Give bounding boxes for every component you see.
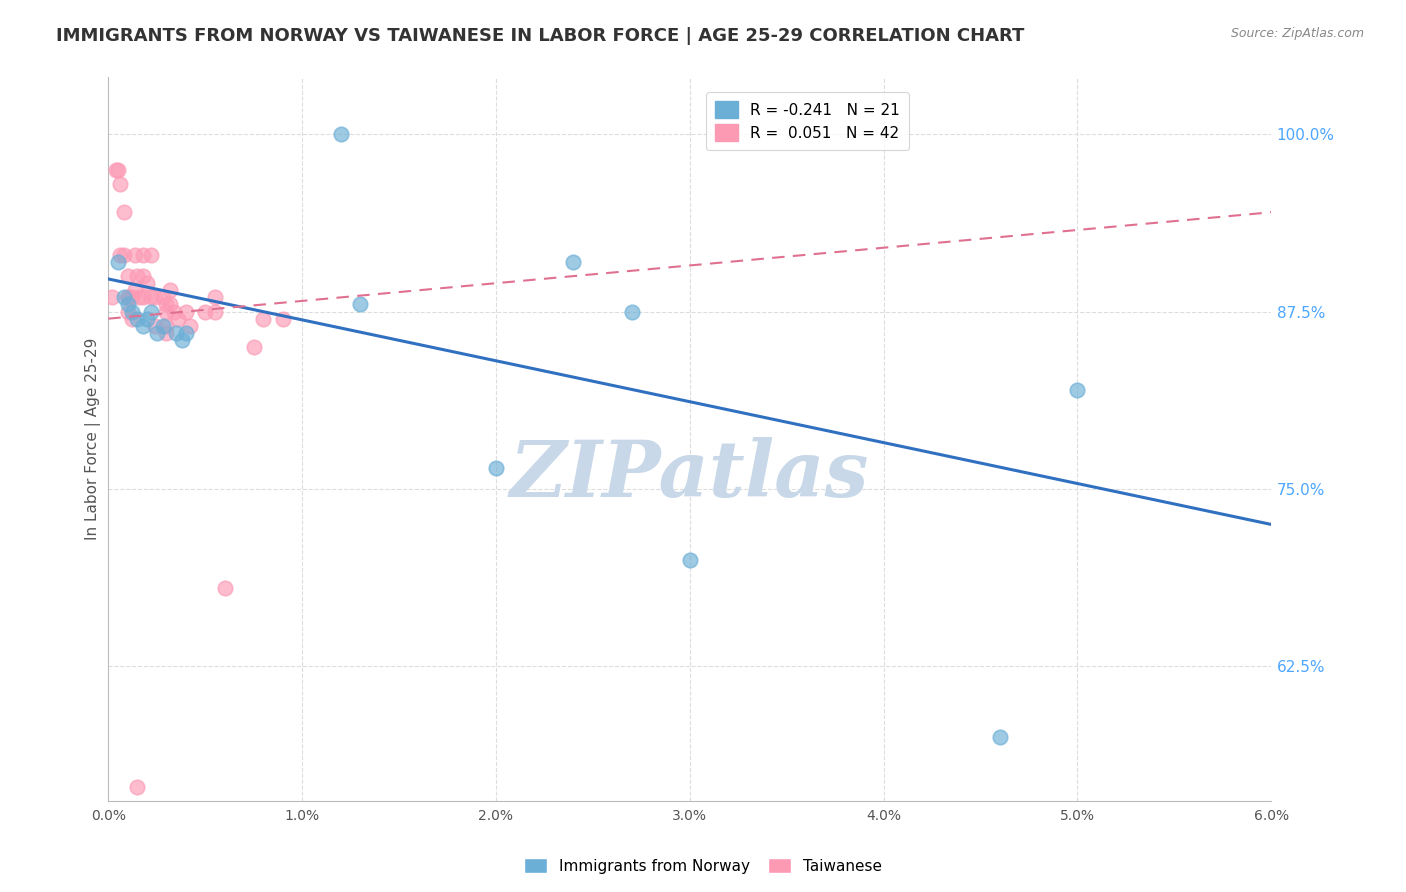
Point xyxy=(155,297,177,311)
Point xyxy=(252,311,274,326)
Point xyxy=(136,311,159,326)
Point xyxy=(132,269,155,284)
Point xyxy=(127,780,149,794)
Point xyxy=(349,297,371,311)
Point xyxy=(562,255,585,269)
Point xyxy=(485,460,508,475)
Point xyxy=(107,255,129,269)
Point xyxy=(143,290,166,304)
Point xyxy=(152,290,174,304)
Point xyxy=(167,311,190,326)
Point xyxy=(988,731,1011,745)
Text: ZIPatlas: ZIPatlas xyxy=(510,437,869,514)
Point xyxy=(139,304,162,318)
Point xyxy=(117,297,139,311)
Point xyxy=(132,248,155,262)
Point xyxy=(271,311,294,326)
Point xyxy=(139,290,162,304)
Point xyxy=(117,269,139,284)
Point xyxy=(117,290,139,304)
Point xyxy=(136,276,159,290)
Point xyxy=(132,290,155,304)
Point xyxy=(170,333,193,347)
Point xyxy=(145,326,167,340)
Point xyxy=(139,248,162,262)
Point xyxy=(163,304,186,318)
Point xyxy=(117,304,139,318)
Point xyxy=(107,162,129,177)
Point xyxy=(1066,383,1088,397)
Point xyxy=(121,290,143,304)
Point xyxy=(179,318,201,333)
Point xyxy=(124,283,146,297)
Point xyxy=(155,304,177,318)
Point xyxy=(132,318,155,333)
Point xyxy=(155,318,177,333)
Point xyxy=(194,304,217,318)
Point xyxy=(127,311,149,326)
Point xyxy=(204,304,226,318)
Point xyxy=(174,304,197,318)
Point xyxy=(105,162,128,177)
Point xyxy=(101,290,124,304)
Point xyxy=(143,318,166,333)
Point xyxy=(124,248,146,262)
Point xyxy=(108,248,131,262)
Point xyxy=(152,318,174,333)
Point xyxy=(165,326,187,340)
Point xyxy=(112,248,135,262)
Point xyxy=(620,304,643,318)
Point xyxy=(112,205,135,219)
Point xyxy=(112,290,135,304)
Point xyxy=(128,290,150,304)
Legend: Immigrants from Norway, Taiwanese: Immigrants from Norway, Taiwanese xyxy=(517,852,889,880)
Legend: R = -0.241   N = 21, R =  0.051   N = 42: R = -0.241 N = 21, R = 0.051 N = 42 xyxy=(706,92,908,150)
Point xyxy=(108,177,131,191)
Point xyxy=(174,326,197,340)
Point xyxy=(329,127,352,141)
Point xyxy=(214,582,236,596)
Y-axis label: In Labor Force | Age 25-29: In Labor Force | Age 25-29 xyxy=(86,338,101,541)
Point xyxy=(117,290,139,304)
Point xyxy=(679,553,702,567)
Point xyxy=(121,311,143,326)
Point xyxy=(204,290,226,304)
Point xyxy=(121,304,143,318)
Point xyxy=(127,269,149,284)
Point xyxy=(159,297,181,311)
Text: Source: ZipAtlas.com: Source: ZipAtlas.com xyxy=(1230,27,1364,40)
Point xyxy=(242,340,264,354)
Point xyxy=(159,283,181,297)
Point xyxy=(155,326,177,340)
Text: IMMIGRANTS FROM NORWAY VS TAIWANESE IN LABOR FORCE | AGE 25-29 CORRELATION CHART: IMMIGRANTS FROM NORWAY VS TAIWANESE IN L… xyxy=(56,27,1025,45)
